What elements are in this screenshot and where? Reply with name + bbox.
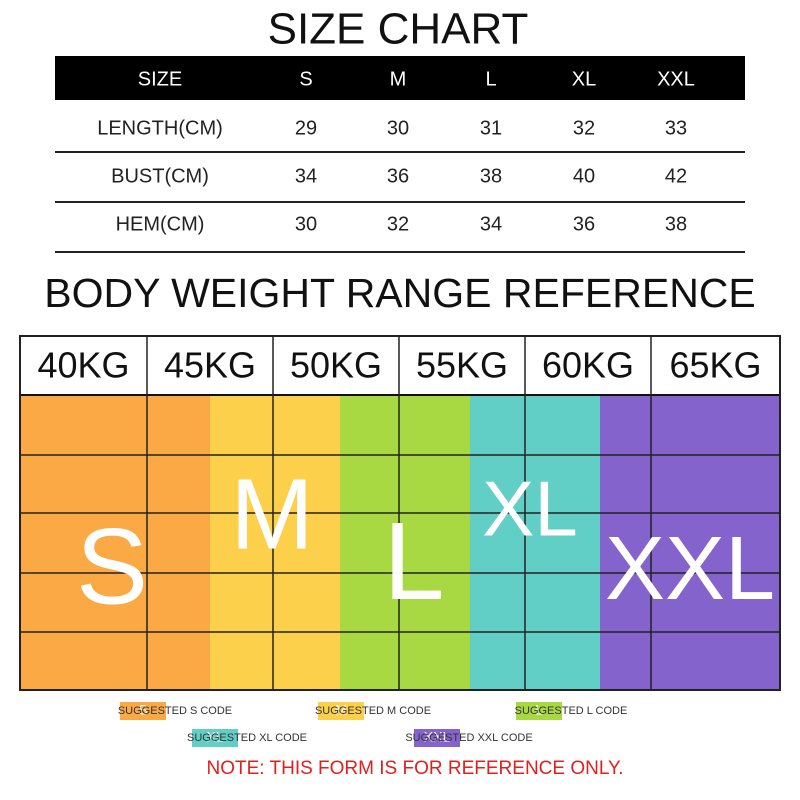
header-bar	[55, 56, 745, 100]
zone-band	[600, 395, 780, 690]
zone-band	[20, 395, 210, 690]
table-cell: 32	[387, 213, 409, 235]
legend-swatch	[318, 702, 364, 720]
table-cell: 30	[295, 213, 317, 235]
weight-label: 65KG	[669, 345, 761, 386]
row-label: BUST(CM)	[111, 165, 209, 187]
legend-text: SUGGESTED XXL CODE	[405, 732, 532, 744]
weight-label: 55KG	[416, 345, 508, 386]
legend-swatch	[516, 702, 562, 720]
zone-letter: XXL	[605, 519, 775, 619]
header-cell: XXL	[657, 68, 695, 90]
table-cell: 30	[387, 117, 409, 139]
legend-code: S	[138, 702, 147, 718]
legend-text: SUGGESTED XL CODE	[187, 732, 307, 744]
zone-letter: L	[383, 500, 444, 623]
table-cell: 34	[480, 213, 502, 235]
legend-text: SUGGESTED M CODE	[315, 705, 431, 717]
legend-code: M	[335, 702, 347, 718]
table-cell: 40	[573, 165, 595, 187]
header-cell: XL	[572, 68, 596, 90]
legend-code: XL	[206, 729, 223, 745]
note: NOTE: THIS FORM IS FOR REFERENCE ONLY.	[207, 758, 624, 779]
legend-swatch	[120, 702, 166, 720]
section-title: BODY WEIGHT RANGE REFERENCE	[44, 270, 756, 316]
table-cell: 38	[665, 213, 687, 235]
table-cell: 42	[665, 165, 687, 187]
zone-band	[340, 395, 470, 690]
zone-letter: XL	[482, 465, 577, 553]
weight-label: 40KG	[37, 345, 129, 386]
table-cell: 32	[573, 117, 595, 139]
table-cell: 34	[295, 165, 317, 187]
legend-code: L	[535, 702, 543, 718]
table-cell: 38	[480, 165, 502, 187]
table-cell: 36	[387, 165, 409, 187]
header-cell: S	[299, 68, 312, 90]
weight-label: 50KG	[290, 345, 382, 386]
zone-letter: S	[76, 506, 148, 627]
table-cell: 33	[665, 117, 687, 139]
weight-grid: 40KG 45KG 50KG 55KG 60KG 65KG S M L XL XXL	[19, 335, 781, 691]
legend-text: SUGGESTED L CODE	[515, 705, 628, 717]
table-cell: 31	[480, 117, 502, 139]
legend-swatch	[414, 729, 460, 747]
zone-band	[210, 395, 340, 690]
table-cell: 36	[573, 213, 595, 235]
zone-band	[470, 395, 600, 690]
zone-letter: M	[230, 458, 313, 570]
legend-text: SUGGESTED S CODE	[118, 705, 232, 717]
header-cell: SIZE	[138, 68, 182, 90]
table-cell: 29	[295, 117, 317, 139]
row-label: HEM(CM)	[116, 213, 205, 235]
title: SIZE CHART	[268, 5, 529, 54]
header-cell: M	[390, 68, 407, 90]
grid-border	[19, 335, 781, 691]
header-row	[19, 335, 781, 396]
weight-label: 60KG	[542, 345, 634, 386]
row-label: LENGTH(CM)	[97, 117, 223, 139]
weight-label: 45KG	[164, 345, 256, 386]
header-cell: L	[485, 68, 496, 90]
legend-swatch	[192, 729, 238, 747]
legend-code: XXL	[424, 729, 451, 745]
